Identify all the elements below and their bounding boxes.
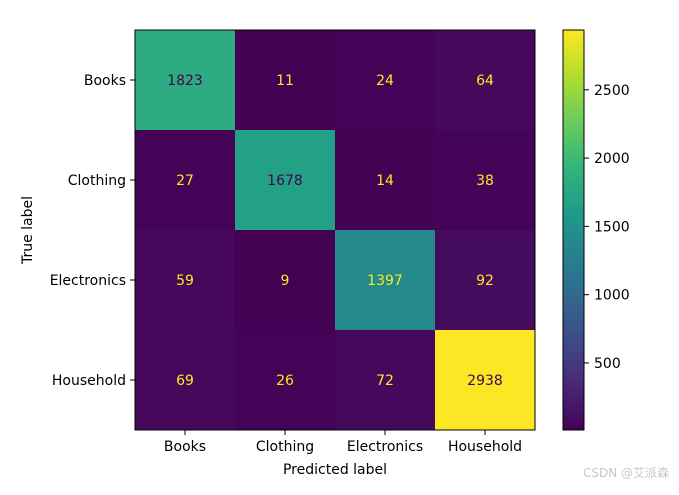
x-tick-label: Electronics (347, 439, 423, 455)
heatmap-cell (135, 130, 235, 230)
heatmap-cell (335, 30, 435, 130)
cell-value-label: 69 (176, 373, 194, 389)
cell-value-label: 38 (476, 173, 494, 189)
cell-value-label: 9 (281, 273, 290, 289)
cell-value-label: 59 (176, 273, 194, 289)
heatmap-cell (335, 330, 435, 430)
heatmap-cell (235, 230, 335, 330)
colorbar-tick-label: 1500 (594, 219, 630, 235)
colorbar-tick-label: 2000 (594, 151, 630, 167)
x-axis-label: Predicted label (283, 462, 387, 478)
cell-value-label: 27 (176, 173, 194, 189)
x-tick-label: Books (164, 439, 206, 455)
colorbar (563, 30, 584, 430)
cell-value-label: 11 (276, 73, 294, 89)
heatmap-cell (435, 230, 535, 330)
cell-value-label: 1397 (367, 273, 403, 289)
colorbar-frame (562, 29, 585, 431)
y-tick-label: Clothing (68, 173, 126, 189)
heatmap-cell (235, 30, 335, 130)
colorbar-tick-label: 1000 (594, 288, 630, 304)
colorbar-tick-label: 2500 (594, 83, 630, 99)
cell-value-label: 26 (276, 373, 294, 389)
heatmap-cell (135, 230, 235, 330)
watermark: CSDN @艾派森 (582, 466, 669, 480)
heatmap-cell (135, 30, 235, 130)
cell-value-label: 64 (476, 73, 494, 89)
y-axis-label: True label (20, 196, 36, 265)
cell-value-label: 92 (476, 273, 494, 289)
y-tick-label: Electronics (50, 273, 126, 289)
heatmap-cell (335, 130, 435, 230)
cell-value-label: 1678 (267, 173, 303, 189)
cell-value-label: 24 (376, 73, 394, 89)
cell-value-label: 14 (376, 173, 394, 189)
heatmap-cell (335, 230, 435, 330)
heatmap-cell (435, 130, 535, 230)
heatmap-cell (435, 330, 535, 430)
cell-value-label: 72 (376, 373, 394, 389)
colorbar-tick-label: 500 (594, 356, 621, 372)
plot-frame (134, 29, 536, 431)
heatmap-cell (235, 330, 335, 430)
heatmap-cell (235, 130, 335, 230)
x-tick-label: Clothing (256, 439, 314, 455)
cell-value-label: 1823 (167, 73, 203, 89)
y-tick-label: Books (84, 73, 126, 89)
x-tick-label: Household (448, 439, 522, 455)
cell-value-label: 2938 (467, 373, 503, 389)
heatmap-cell (435, 30, 535, 130)
y-tick-label: Household (52, 373, 126, 389)
heatmap-cell (135, 330, 235, 430)
